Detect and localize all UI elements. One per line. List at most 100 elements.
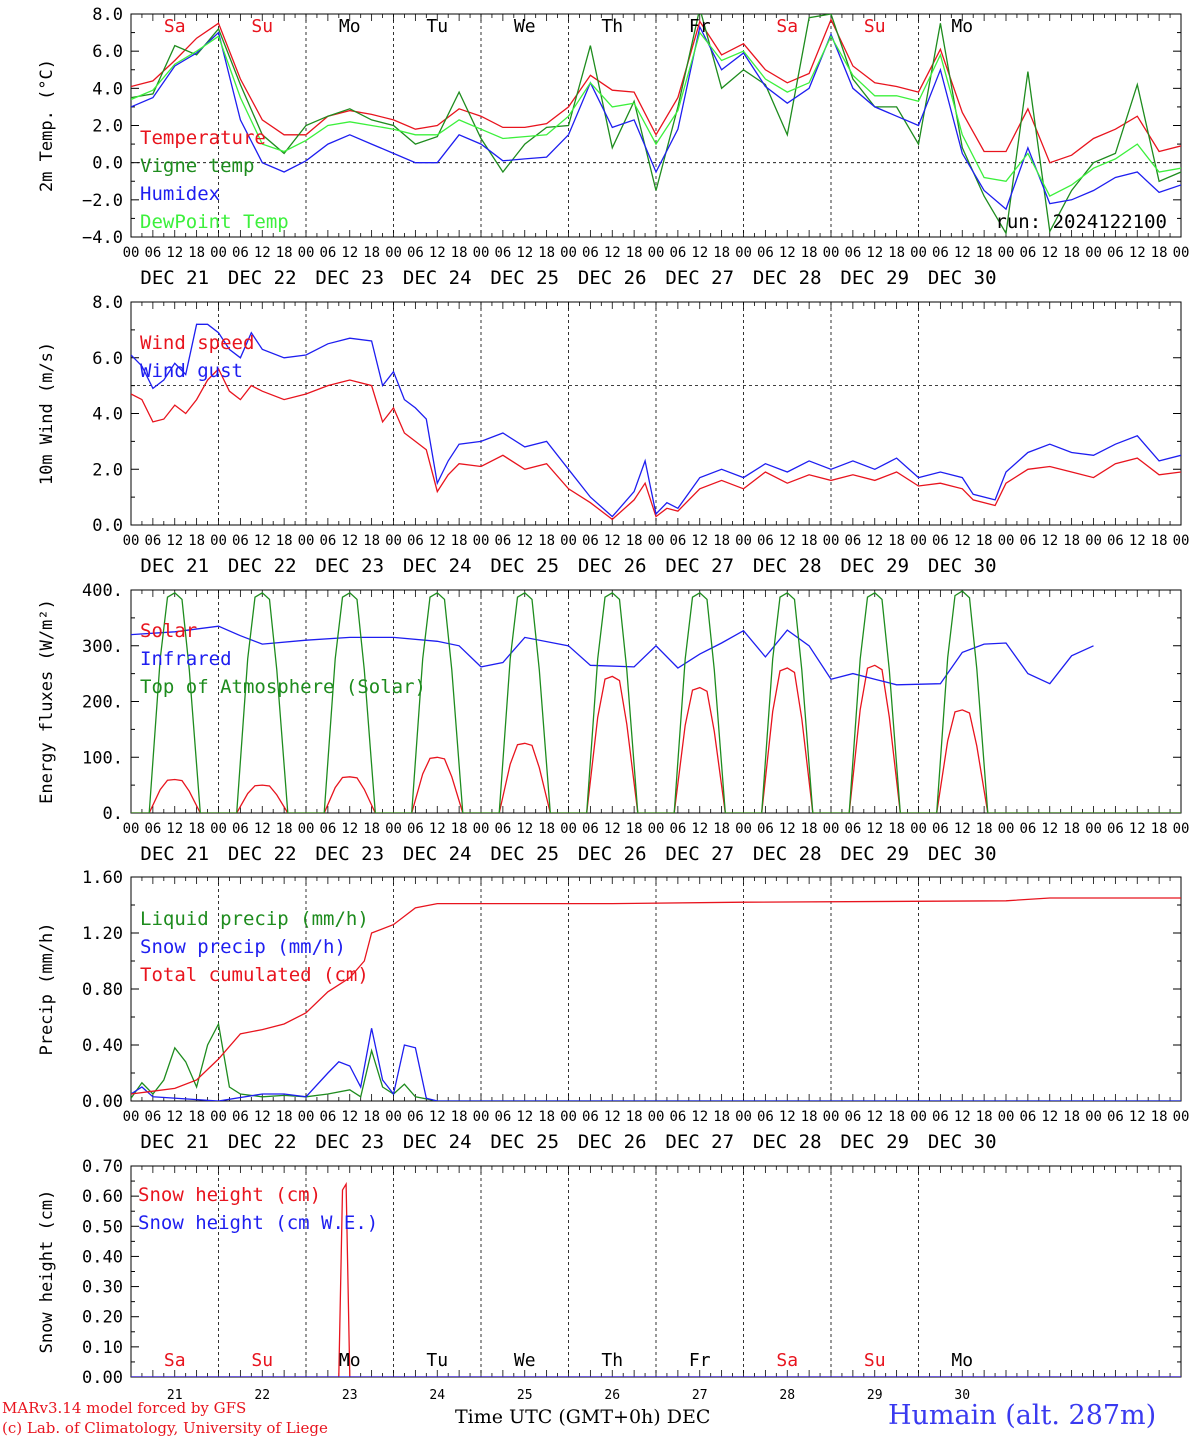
model-credit: MARv3.14 model forced by GFS (2, 1399, 247, 1417)
hour-tick-label: 18 (188, 533, 205, 549)
hour-tick-label: 12 (516, 245, 533, 261)
hour-tick-label: 00 (560, 533, 577, 549)
day-number: 27 (692, 1388, 708, 1403)
panel-5 (130, 1165, 1182, 1378)
series-wind-speed (131, 367, 1181, 521)
y-tick-label: 400. (82, 581, 123, 601)
hour-tick-label: 18 (276, 245, 293, 261)
hour-tick-label: 18 (626, 821, 643, 837)
hour-tick-label: 12 (516, 821, 533, 837)
hour-tick-label: 12 (1129, 821, 1146, 837)
hour-tick-label: 12 (1041, 245, 1058, 261)
date-label: DEC 22 (228, 267, 297, 289)
hour-tick-label: 12 (866, 821, 883, 837)
day-abbrev: Su (251, 1350, 273, 1371)
hour-tick-label: 18 (626, 1109, 643, 1125)
series-wind-gust (131, 323, 1181, 518)
hour-tick-label: 18 (801, 533, 818, 549)
legend-entry: Temperature (140, 127, 266, 149)
date-label: DEC 23 (315, 555, 384, 577)
hour-tick-label: 00 (648, 821, 665, 837)
hour-tick-label: 18 (538, 1109, 555, 1125)
date-label: DEC 22 (228, 555, 297, 577)
day-abbrev: Mo (951, 1350, 973, 1371)
hour-tick-label: 06 (757, 533, 774, 549)
legend-entry: Snow height (cm) (138, 1184, 321, 1206)
panel-1 (130, 13, 1182, 238)
date-label: DEC 28 (753, 843, 822, 865)
hour-tick-label: 06 (144, 821, 161, 837)
series-dewpoint-temp (131, 31, 1181, 197)
date-label: DEC 24 (403, 1131, 472, 1153)
y-tick-label: 2.0 (92, 460, 123, 480)
y-tick-label: 0.00 (82, 1092, 123, 1112)
hour-tick-label: 00 (210, 245, 227, 261)
hour-tick-label: 00 (823, 533, 840, 549)
date-label: DEC 29 (840, 555, 909, 577)
date-label: DEC 23 (315, 1131, 384, 1153)
y-tick-label: 0.10 (82, 1338, 123, 1358)
hour-tick-label: 12 (166, 245, 183, 261)
day-abbrev: Mo (339, 16, 361, 37)
legend-entry: Snow height (cm W.E.) (138, 1212, 378, 1234)
hour-tick-label: 00 (910, 821, 927, 837)
hour-tick-label: 00 (210, 1109, 227, 1125)
date-label: DEC 24 (403, 267, 472, 289)
date-label: DEC 26 (578, 1131, 647, 1153)
hour-tick-label: 18 (713, 821, 730, 837)
hour-tick-label: 06 (232, 245, 249, 261)
hour-tick-label: 12 (691, 821, 708, 837)
day-abbrev: Su (251, 16, 273, 37)
hour-tick-label: 18 (451, 245, 468, 261)
hour-tick-label: 00 (1173, 245, 1190, 261)
hour-tick-label: 18 (538, 245, 555, 261)
hour-tick-label: 18 (1063, 245, 1080, 261)
hour-tick-label: 06 (144, 245, 161, 261)
hour-tick-label: 12 (166, 1109, 183, 1125)
date-label: DEC 29 (840, 267, 909, 289)
hour-tick-label: 06 (1019, 821, 1036, 837)
hour-tick-label: 12 (1041, 821, 1058, 837)
hour-tick-label: 06 (319, 245, 336, 261)
copyright-credit: (c) Lab. of Climatology, University of L… (2, 1419, 328, 1437)
hour-tick-label: 00 (298, 533, 315, 549)
hour-tick-label: 06 (319, 1109, 336, 1125)
date-label: DEC 23 (315, 267, 384, 289)
hour-tick-label: 12 (866, 245, 883, 261)
hour-tick-label: 12 (516, 1109, 533, 1125)
hour-tick-label: 06 (582, 533, 599, 549)
hour-tick-label: 06 (232, 1109, 249, 1125)
hour-tick-label: 06 (1019, 533, 1036, 549)
day-abbrev: Mo (339, 1350, 361, 1371)
hour-tick-label: 00 (1085, 821, 1102, 837)
hour-tick-label: 06 (757, 1109, 774, 1125)
panel-frame (130, 301, 1182, 526)
hour-tick-label: 18 (976, 1109, 993, 1125)
hour-tick-label: 06 (757, 821, 774, 837)
day-number: 30 (954, 1388, 970, 1403)
time-axis-month: DEC (666, 1406, 711, 1428)
hour-tick-label: 06 (407, 821, 424, 837)
hour-tick-label: 18 (626, 533, 643, 549)
day-abbrev: Su (864, 16, 886, 37)
y-tick-label: 1.60 (82, 868, 123, 888)
legend-entry: Vigne temp (140, 155, 254, 177)
time-axis-title-text: Time UTC (GMT+0h) (455, 1406, 661, 1428)
time-axis-title: Time UTC (GMT+0h) DEC (455, 1406, 710, 1428)
hour-tick-label: 18 (976, 245, 993, 261)
hour-tick-label: 06 (669, 533, 686, 549)
y-tick-label: 0.00 (82, 1368, 123, 1388)
hour-tick-label: 00 (1173, 533, 1190, 549)
date-label: DEC 21 (140, 1131, 209, 1153)
hour-tick-label: 00 (385, 245, 402, 261)
hour-tick-label: 00 (298, 245, 315, 261)
y-tick-label: 300. (82, 637, 123, 657)
hour-tick-label: 18 (451, 821, 468, 837)
hour-tick-label: 12 (691, 1109, 708, 1125)
date-label: DEC 21 (140, 555, 209, 577)
series-vigne-temp (131, 14, 1181, 236)
hour-tick-label: 06 (494, 821, 511, 837)
date-label: DEC 27 (665, 555, 734, 577)
hour-tick-label: 12 (779, 1109, 796, 1125)
legend-entry: Infrared (140, 648, 232, 670)
